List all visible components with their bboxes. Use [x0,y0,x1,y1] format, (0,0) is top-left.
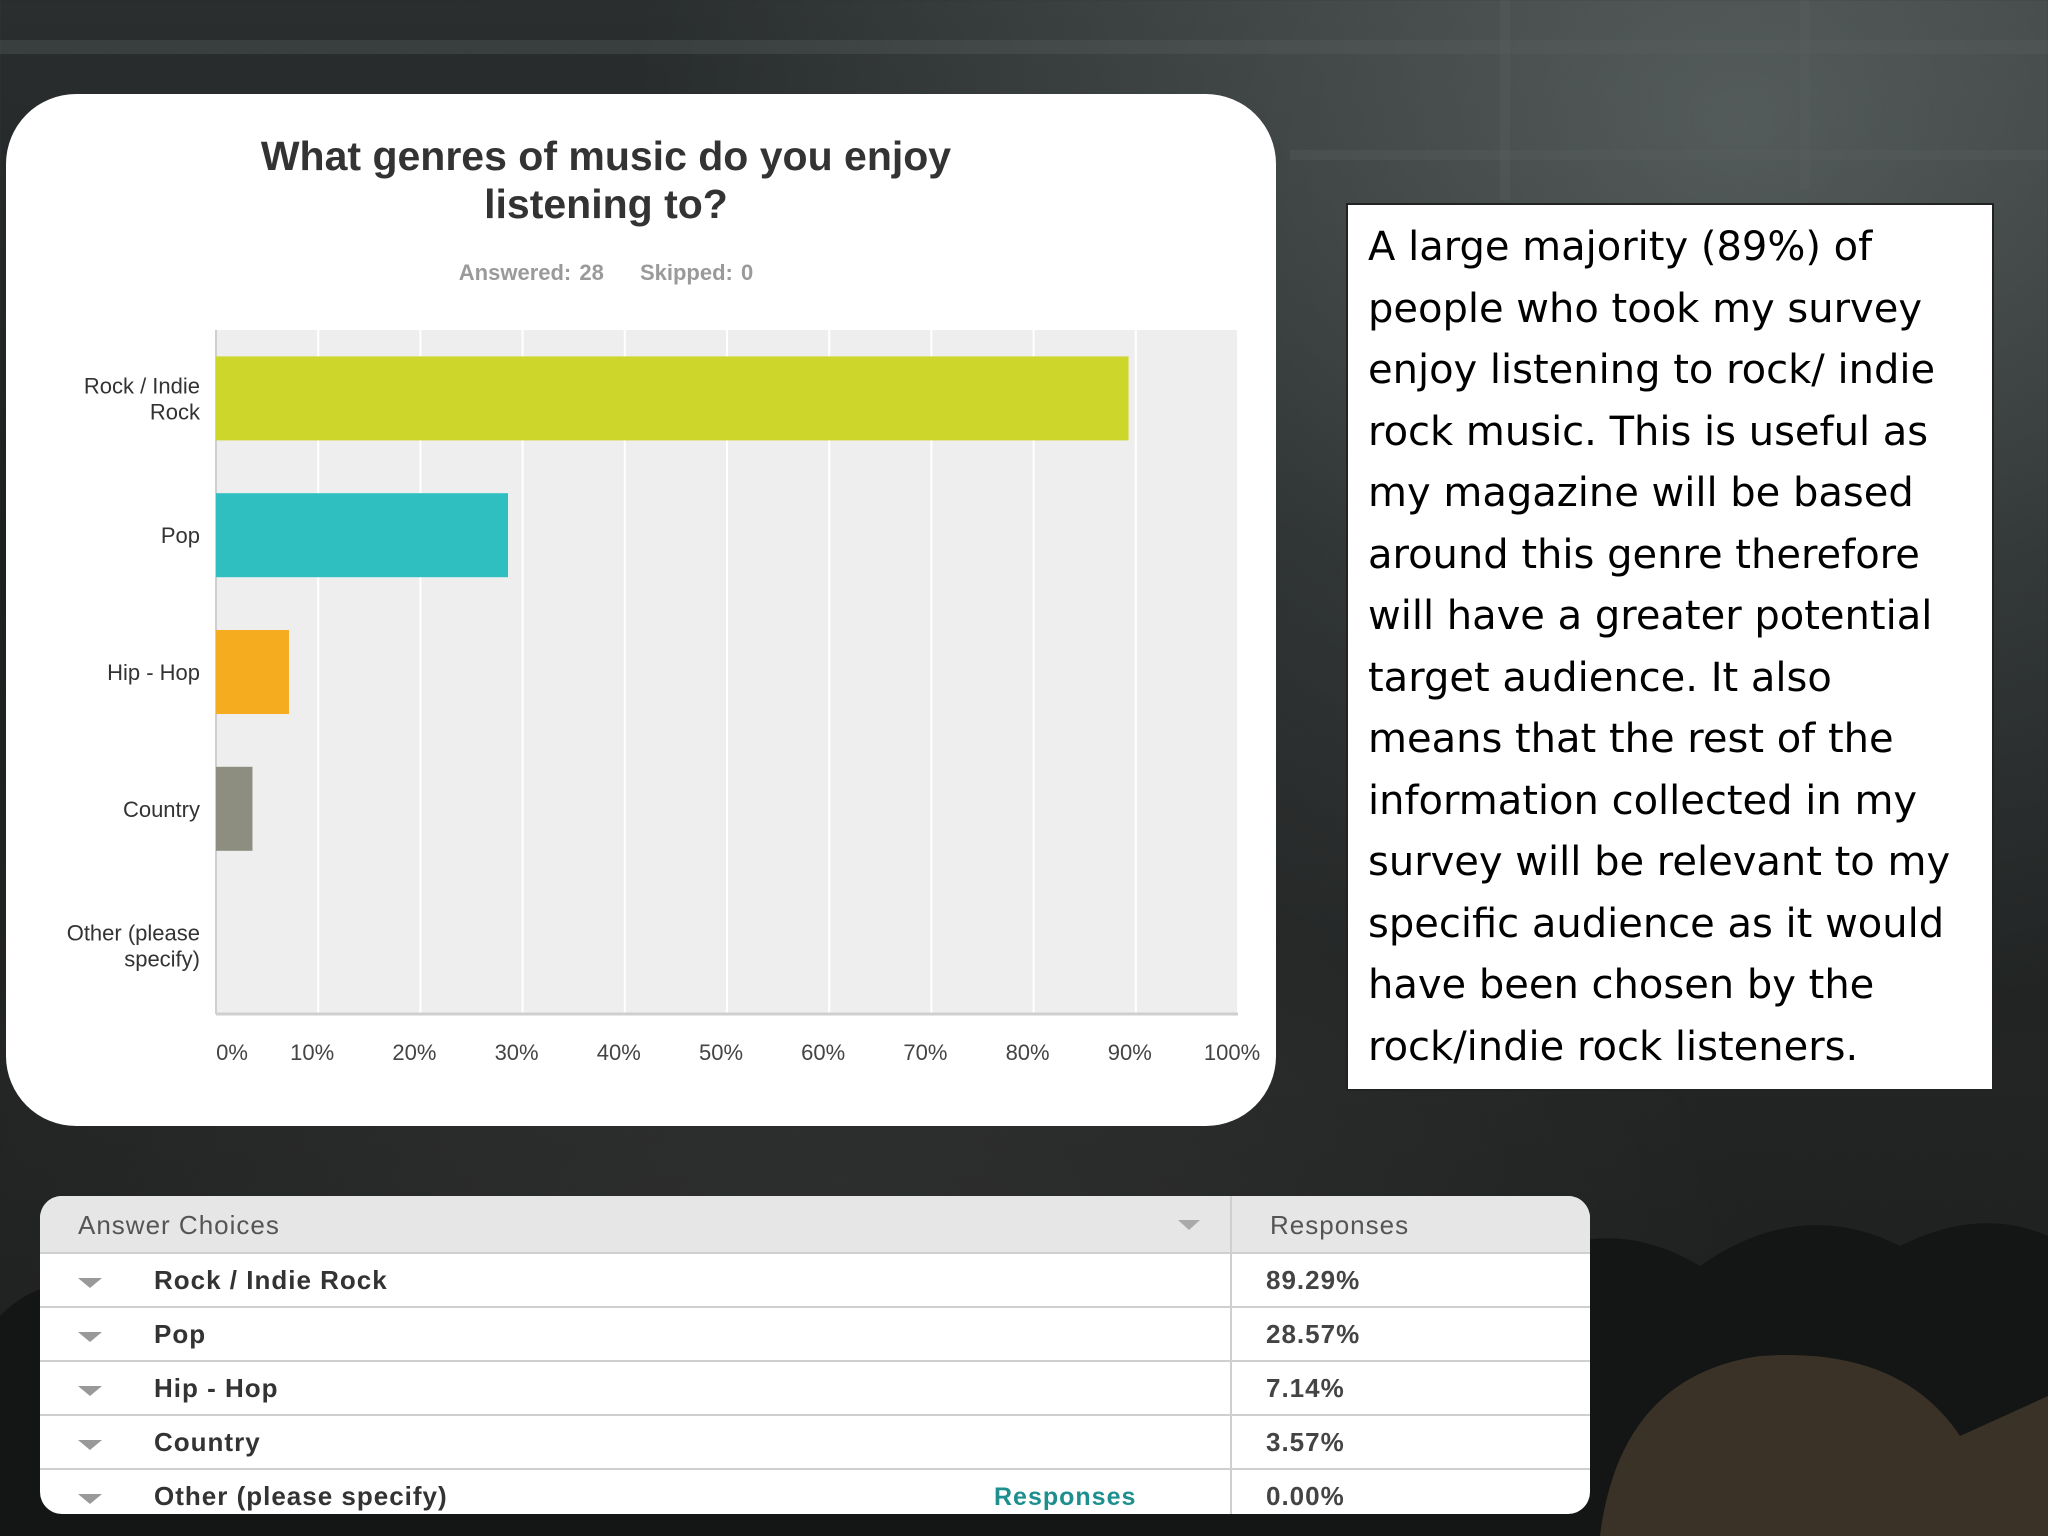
table-row: Other (please specify) Responses 0.00% [40,1470,1590,1514]
x-tick-label: 0% [216,1040,248,1065]
y-tick-label: Rock / Indie [84,373,200,398]
table-row: Rock / Indie Rock 89.29% [40,1254,1590,1308]
x-tick-label: 40% [597,1040,641,1065]
x-tick-label: 20% [392,1040,436,1065]
bar-chart: 0% 10% 20% 30% 40% 50% 60% 70% 80% 90% 100% Rock / … [67,330,1260,1065]
bar [216,356,1129,441]
responses-link[interactable]: Responses [994,1483,1137,1511]
column-divider [1230,1196,1232,1514]
y-tick-label: Other (please [67,921,200,946]
row-label: Other (please specify) [154,1481,448,1511]
ceiling-beam [1290,150,2048,160]
bar [216,493,508,578]
table-header: Answer Choices Responses [40,1196,1590,1254]
table-row: Country 3.57% [40,1416,1590,1470]
expand-arrow-icon[interactable] [78,1440,102,1450]
ceiling-beam [1800,0,1810,190]
header-responses[interactable]: Responses [1270,1210,1410,1240]
chart-title-line2: listening to? [484,181,728,227]
row-value: 28.57% [1266,1319,1361,1349]
x-tick-label: 70% [903,1040,947,1065]
row-label: Country [154,1427,261,1457]
header-answer-choices[interactable]: Answer Choices [78,1210,280,1240]
y-tick-label: Rock [150,399,201,424]
x-tick-label: 80% [1006,1040,1050,1065]
table-row: Pop 28.57% [40,1308,1590,1362]
answered-count: Answered: 28 [458,260,604,285]
ceiling-beam [0,40,2048,54]
row-label: Hip - Hop [154,1373,279,1403]
analysis-note: A large majority (89%) of people who too… [1346,203,1994,1091]
x-tick-label: 10% [290,1040,334,1065]
chart-title: What genres of music do you enjoy listen… [6,132,1206,228]
chart-title-line1: What genres of music do you enjoy [260,133,952,179]
bar [216,766,253,851]
y-tick-label: Country [123,797,200,822]
chart-response-summary: Answered: 28 Skipped: 0 [6,260,1206,286]
skipped-count: Skipped: 0 [639,260,754,285]
row-value: 0.00% [1266,1481,1345,1511]
expand-arrow-icon[interactable] [78,1332,102,1342]
row-value: 7.14% [1266,1373,1345,1403]
responses-table: Answer Choices Responses Rock / Indie Ro… [40,1196,1590,1514]
expand-arrow-icon[interactable] [78,1278,102,1288]
y-tick-label: Pop [161,523,200,548]
x-tick-label: 30% [495,1040,539,1065]
row-label: Pop [154,1319,207,1349]
x-tick-label: 60% [801,1040,845,1065]
y-tick-label: Hip - Hop [107,660,200,685]
y-tick-label: specify) [124,947,200,972]
row-value: 3.57% [1266,1427,1345,1457]
chart-panel: What genres of music do you enjoy listen… [6,94,1276,1126]
table-row: Hip - Hop 7.14% [40,1362,1590,1416]
row-label: Rock / Indie Rock [154,1265,388,1295]
ceiling-beam [1500,0,1510,200]
x-tick-label: 100% [1204,1040,1260,1065]
x-tick-label: 50% [699,1040,743,1065]
sort-arrow-icon[interactable] [1178,1220,1200,1230]
expand-arrow-icon[interactable] [78,1386,102,1396]
expand-arrow-icon[interactable] [78,1494,102,1504]
row-value: 89.29% [1266,1265,1361,1295]
x-tick-label: 90% [1108,1040,1152,1065]
bar [216,630,289,714]
